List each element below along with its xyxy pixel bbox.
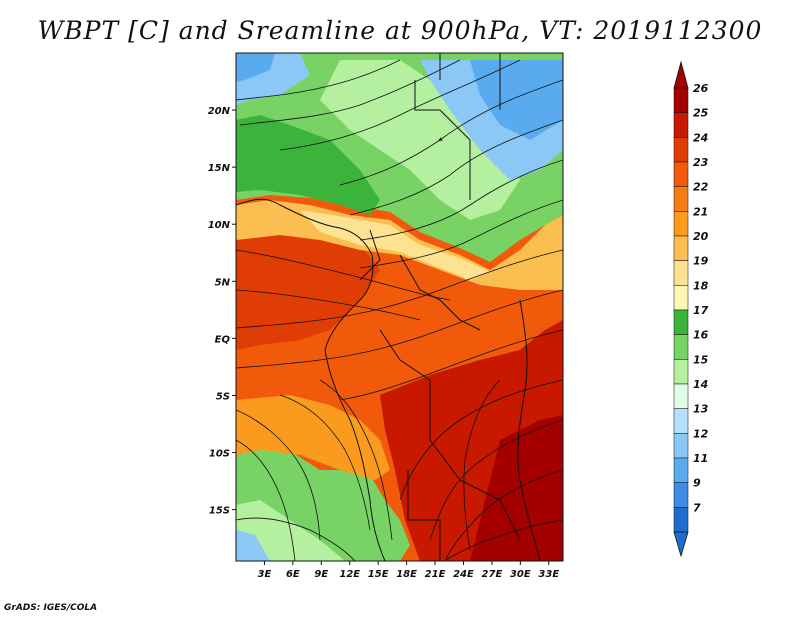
lon-tick-label: 24E (453, 569, 474, 580)
colorbar-label: 25 (693, 107, 709, 120)
colorbar-label: 9 (693, 477, 701, 490)
credit-text: GrADS: IGES/COLA (4, 603, 98, 613)
colorbar-swatch (673, 383, 689, 409)
colorbar-label: 24 (693, 131, 708, 144)
lon-tick-label: 18E (396, 569, 417, 580)
colorbar-swatch (673, 457, 689, 483)
north-dark-green (236, 115, 380, 215)
colorbar-swatch (673, 408, 689, 434)
colorbar-swatch (673, 334, 689, 360)
colorbar-label: 19 (693, 255, 709, 268)
colorbar-label: 7 (693, 501, 701, 514)
angola-orange-zone (236, 395, 390, 480)
colorbar-label: 18 (693, 279, 709, 292)
lat-tick-label: 10S (209, 449, 230, 460)
colorbar-label: 26 (693, 82, 709, 95)
colorbar-label: 14 (693, 378, 708, 391)
colorbar-swatch (673, 359, 689, 385)
colorbar-label: 11 (693, 452, 708, 465)
colorbar-label: 20 (693, 230, 709, 243)
coastlines-borders (236, 53, 541, 561)
colorbar-swatch (673, 186, 689, 212)
lon-tick-label: 33E (538, 569, 559, 580)
colorbar: 26 25 24 23 22 21 20 19 18 17 16 15 14 13 12 11 9 7 (673, 60, 709, 558)
colorbar-swatch (673, 87, 689, 113)
colorbar-swatch (673, 309, 689, 335)
colorbar-swatch (673, 211, 689, 237)
longitude-axis: 3E 6E 9E 12E 15E 18E 21E 24E 27E 30E 33E (258, 561, 559, 580)
lat-tick-label: EQ (215, 334, 231, 345)
colorbar-over-arrow (673, 60, 689, 89)
lat-tick-label: 5S (216, 391, 230, 402)
streamlines (236, 59, 563, 561)
colorbar-swatch (673, 260, 689, 286)
lon-tick-label: 12E (339, 569, 360, 580)
colorbar-swatch (673, 161, 689, 187)
west-warm-zone (236, 235, 380, 350)
lon-tick-label: 15E (368, 569, 389, 580)
lon-tick-label: 27E (482, 569, 503, 580)
colorbar-label: 17 (693, 304, 709, 317)
chart-title: WBPT [C] and Sreamline at 900hPa, VT: 20… (37, 16, 763, 45)
north-blue (470, 60, 563, 140)
colorbar-label: 22 (693, 181, 709, 194)
colorbar-swatch (673, 507, 689, 533)
latitude-axis: 20N 15N 10N 5N EQ 5S 10S 15S (208, 106, 236, 517)
colorbar-label: 12 (693, 427, 709, 440)
colorbar-swatch (673, 137, 689, 163)
colorbar-swatch (673, 285, 689, 311)
plot-frame (235, 52, 564, 562)
colorbar-swatch (673, 235, 689, 261)
colorbar-under-arrow (673, 531, 689, 558)
colorbar-swatch (673, 482, 689, 508)
colorbar-swatch (673, 112, 689, 138)
lon-tick-label: 3E (258, 569, 272, 580)
lat-tick-label: 15S (209, 506, 230, 517)
lon-tick-label: 21E (425, 569, 446, 580)
colorbar-label: 13 (693, 403, 709, 416)
lat-tick-label: 15N (208, 163, 231, 174)
sahel-pale-band (300, 210, 490, 280)
colorbar-label: 15 (693, 353, 709, 366)
colorbar-swatch (673, 433, 689, 459)
temperature-field (236, 53, 563, 561)
colorbar-label: 16 (693, 329, 709, 342)
lat-tick-label: 5N (215, 277, 231, 288)
colorbar-label: 21 (693, 205, 708, 218)
lat-tick-label: 20N (208, 106, 231, 117)
lon-tick-label: 9E (314, 569, 328, 580)
southwest-blue-zone (236, 530, 270, 561)
northwest-dark-blue (236, 53, 275, 82)
lat-tick-label: 10N (208, 220, 231, 231)
lon-tick-label: 6E (286, 569, 300, 580)
lon-tick-label: 30E (510, 569, 531, 580)
colorbar-label: 23 (693, 156, 709, 169)
